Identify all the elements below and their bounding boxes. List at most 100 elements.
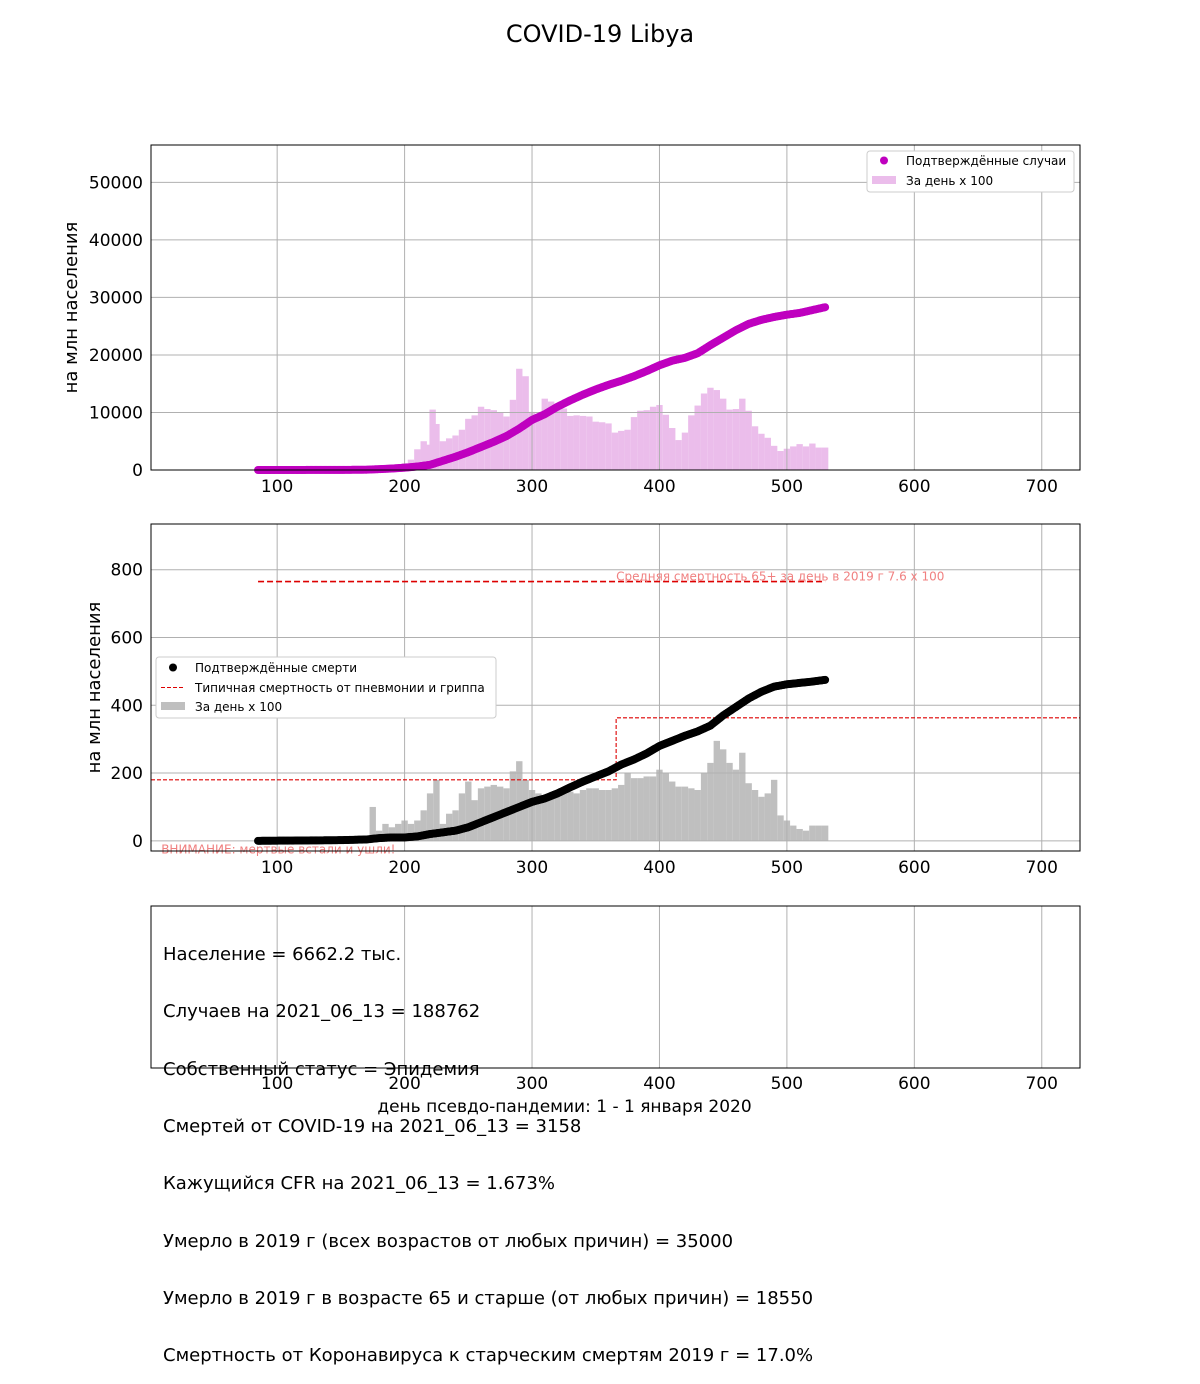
cases-x-tick-400: 400 [643, 477, 675, 497]
daily-cases-bar-day-405 [662, 414, 670, 470]
daily-cases-bar-day-245 [458, 429, 466, 470]
daily-cases-bar-day-390 [643, 410, 650, 470]
cases-plot-frame [150, 144, 1081, 471]
deaths-legend-marker [169, 663, 177, 672]
daily-deaths-bar-day-370 [618, 784, 625, 841]
deaths-y-tick-0: 0 [132, 832, 143, 852]
avg-65-mortality-annotation: Средняя смертность 65+ за день в 2019 г … [616, 570, 944, 584]
daily-deaths-bar-day-390 [643, 776, 650, 841]
daily-cases-bar-day-385 [637, 410, 644, 470]
daily-cases-bar-day-485 [764, 437, 771, 470]
info-line-status: Собственный статус = Эпидемия [163, 1058, 480, 1080]
cases-x-tick-600: 600 [898, 477, 930, 497]
daily-cases-bar-day-255 [471, 415, 478, 470]
daily-cases-bar-day-290 [516, 368, 523, 470]
deaths-plot-frame [150, 523, 1081, 852]
daily-deaths-bar-day-480 [758, 796, 765, 841]
cases-legend-label-daily: За день x 100 [906, 174, 993, 188]
daily-cases-bar-day-515 [802, 446, 810, 470]
daily-deaths-bar-day-220 [426, 793, 434, 841]
daily-cases-bar-day-530 [821, 447, 829, 470]
info-text: Население = 6662.2 тыс. Случаев на 2021_… [163, 907, 813, 1384]
daily-deaths-bar-day-505 [790, 825, 797, 841]
deaths-x-tick-500: 500 [771, 858, 803, 878]
daily-cases-bar-day-280 [503, 416, 510, 470]
figure: 100 200 300 400 500 600 700 0 10000 20000 30000 400… [61, 144, 1081, 1117]
daily-cases-bar-day-475 [751, 426, 759, 470]
info-line-ratio: Смертность от Коронавируса к старческим … [163, 1345, 814, 1367]
daily-cases-bar-day-520 [809, 443, 816, 470]
x-axis-label: день псевдо-пандемии: 1 - 1 января 2020 [377, 1097, 751, 1117]
info-line-deaths-2019: Умерло в 2019 г (всех возрастов от любых… [163, 1230, 734, 1252]
deaths-y-tick-200: 200 [111, 764, 143, 784]
info-x-tick-700: 700 [1026, 1074, 1058, 1094]
deaths-x-tick-400: 400 [643, 858, 675, 878]
cases-y-tick-30000: 30000 [89, 288, 143, 308]
cases-panel: 100 200 300 400 500 600 700 0 10000 20000 30000 400… [61, 144, 1081, 497]
cases-y-axis-label: на млн населения [61, 222, 82, 394]
daily-cases-bar-day-215 [420, 441, 427, 470]
daily-deaths-bar-day-420 [681, 786, 689, 841]
daily-deaths-bar-day-265 [484, 786, 491, 841]
daily-deaths-bar-day-315 [547, 796, 555, 841]
daily-cases-bar-day-525 [815, 447, 822, 470]
daily-deaths-bar-day-240 [452, 810, 459, 841]
daily-deaths-bar-day-395 [649, 776, 657, 841]
daily-cases-bar-day-375 [624, 429, 631, 470]
deaths-y-tick-800: 800 [111, 561, 143, 581]
daily-deaths-bar-day-245 [458, 793, 466, 841]
daily-cases-bar-day-505 [790, 446, 797, 470]
daily-cases-bar-day-440 [707, 387, 714, 470]
daily-deaths-bar-day-425 [688, 788, 695, 841]
info-x-tick-200: 200 [388, 1074, 420, 1094]
deaths-x-tick-600: 600 [898, 858, 930, 878]
daily-deaths-bar-day-325 [560, 790, 568, 841]
cases-y-tick-10000: 10000 [89, 403, 143, 423]
daily-deaths-bar-day-345 [586, 788, 593, 841]
daily-cases-bar-day-490 [770, 445, 778, 470]
cases-legend-label-confirmed: Подтверждённые случаи [906, 154, 1066, 168]
info-line-population: Население = 6662.2 тыс. [163, 944, 402, 966]
daily-cases-bar-day-360 [605, 423, 612, 470]
daily-cases-bar-day-235 [446, 438, 453, 470]
daily-cases-bar-day-495 [777, 451, 784, 470]
deaths-markers [254, 675, 830, 845]
cases-y-tick-40000: 40000 [89, 231, 143, 251]
daily-deaths-bar-day-430 [694, 790, 701, 841]
daily-cases-bar-day-450 [719, 398, 727, 470]
figure-title: COVID-19 Libya [505, 20, 695, 48]
daily-cases-bar-day-355 [598, 422, 606, 470]
daily-cases-bar-day-325 [560, 408, 568, 470]
daily-cases-bar-day-510 [796, 444, 803, 470]
daily-deaths-bar-day-450 [719, 749, 727, 841]
cases-x-tick-500: 500 [771, 477, 803, 497]
daily-deaths-bar-day-350 [592, 788, 599, 841]
daily-cases-bar-day-335 [573, 415, 580, 470]
cases-grid [151, 145, 1080, 471]
daily-deaths-bar-day-205 [407, 823, 415, 841]
daily-cases-bar-day-415 [675, 440, 682, 470]
info-x-tick-300: 300 [516, 1074, 548, 1094]
daily-deaths-bar-day-485 [764, 793, 771, 841]
daily-deaths-bar-day-365 [611, 788, 619, 841]
deaths-x-tick-300: 300 [516, 858, 548, 878]
warning-annotation: ВНИМАНИЕ: мертвые встали и ушли! [161, 842, 395, 856]
deaths-legend: Подтверждённые смерти Типичная смертность… [155, 656, 497, 719]
daily-cases-bar-day-260 [477, 406, 485, 470]
deaths-panel: Средняя смертность 65+ за день в 2019 г … [84, 523, 1081, 878]
daily-deaths-bars [369, 740, 829, 841]
cases-x-tick-300: 300 [516, 477, 548, 497]
info-grid [276, 906, 1043, 1068]
daily-deaths-bar-day-405 [662, 773, 670, 841]
daily-deaths-bar-day-235 [446, 813, 453, 841]
daily-cases-bar-day-350 [592, 421, 599, 470]
daily-cases-bar-day-480 [758, 433, 765, 470]
daily-deaths-bar-day-260 [477, 788, 485, 841]
deaths-annotations: Средняя смертность 65+ за день в 2019 г … [161, 570, 944, 857]
deaths-legend-label-daily: За день x 100 [195, 700, 282, 714]
info-x-tick-100: 100 [261, 1074, 293, 1094]
daily-deaths-bar-day-475 [751, 790, 759, 841]
daily-deaths-bar-day-215 [420, 810, 427, 841]
daily-deaths-bar-day-525 [815, 825, 822, 841]
daily-cases-bar-day-225 [433, 423, 440, 470]
